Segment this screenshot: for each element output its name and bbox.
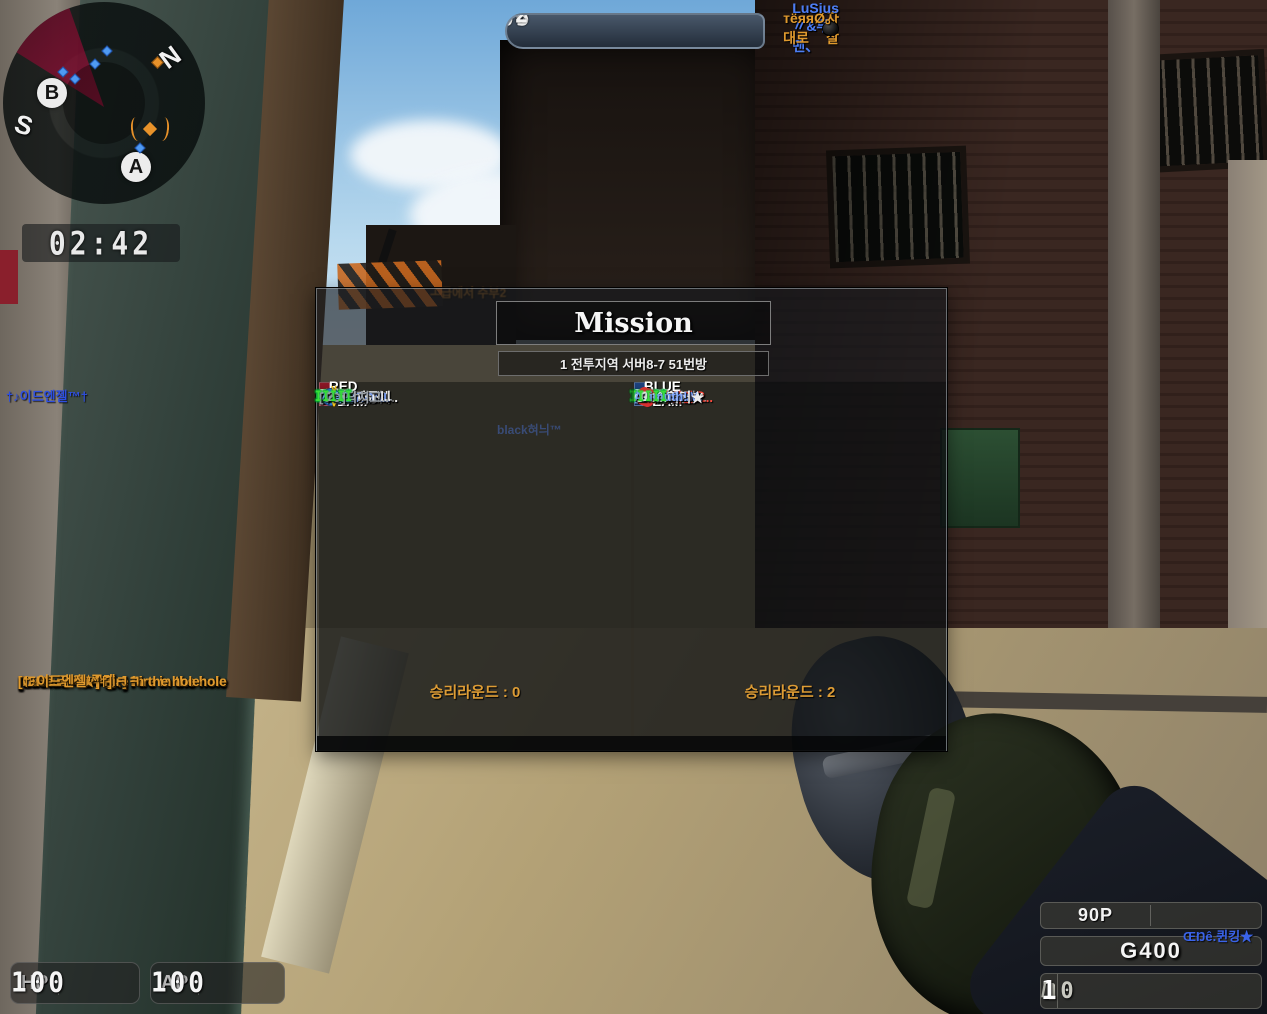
weapon-name-panel: G400: [1040, 936, 1262, 966]
player-name: [SD]닥치고..: [319, 390, 389, 405]
hp-value: 100: [11, 967, 67, 999]
room-info: 1 전투지역 서버8-7 51번방: [560, 357, 707, 372]
chat-message: [LuSius〃&루맨、] Fire in the hole: [18, 674, 227, 689]
ping-bars: IIIII: [314, 388, 354, 405]
background-red-sign: [0, 250, 18, 304]
chat-message: [LuSius〃&루맨、] Fire in the hole: [18, 674, 227, 689]
killer-name: LuSius〃&루맨、: [792, 0, 839, 54]
sound-dot: [142, 121, 158, 137]
world-nametag-faint: black혀늬™: [497, 423, 562, 437]
clan-name: 가필드: [319, 391, 354, 405]
ping-bars: IIIII: [629, 388, 669, 405]
minimap: N S B A: [3, 2, 205, 204]
ammo-reserve: 0: [1060, 978, 1074, 1004]
background-pillar: [1108, 0, 1160, 730]
player-name: ŒŊê.러커★: [634, 390, 705, 405]
ammo-current: 1: [1041, 976, 1057, 1006]
chat-message: [LuSius〃&루맨、] Fire in the hole: [18, 674, 227, 689]
chat-message: [ŒŊê.러커★] Fire in the hole: [18, 674, 200, 689]
ammo-panel: 1 / 0: [1040, 973, 1262, 1009]
scoreboard-divider: [631, 382, 634, 736]
weapon-name: G400: [1120, 938, 1182, 963]
ap-value: 100: [151, 967, 207, 999]
ping-bars: IIIII: [314, 388, 354, 405]
ammo-separator: /: [1041, 979, 1047, 1002]
world-nametag-left: †♪이드엔젤™†: [6, 389, 88, 404]
hp-indicator: HP 100: [10, 962, 140, 1004]
score-left-value: 000: [507, 13, 531, 30]
bombsite-a-marker: A: [121, 152, 151, 182]
deaths-value: 2: [327, 389, 335, 404]
grenade-kill-icon: [822, 20, 839, 36]
bombsite-b-marker: B: [37, 78, 67, 108]
points-panel: 90P: [1040, 902, 1262, 929]
background-dumpster: [940, 428, 1020, 528]
game-mode-title: Mission: [574, 307, 693, 339]
scoreboard-bottom-bar: [317, 736, 946, 751]
sound-wave-left: [129, 116, 145, 142]
scoreboard-panel: Mission 1 전투지역 서버8-7 51번방 RED TEAM 마크 계급…: [314, 288, 947, 751]
rank-icon: ∨ ∨ ∨: [330, 384, 338, 409]
round-timer: 02:42: [22, 224, 180, 262]
world-nametag-right: ŒŊê.퀸킹★: [1183, 929, 1254, 944]
chat-message: [†♪이드엔젤™†] ㅋㅋ: [18, 674, 141, 689]
deaths-value: 2: [327, 389, 335, 404]
red-win-rounds: 승리라운드 : 0: [429, 684, 521, 701]
chat-message: [LuSius〃&루맨、] Fire in the hole: [18, 674, 227, 689]
kills-value: 0: [640, 389, 648, 404]
kill-feed-victim: тёяяØ。대로: [783, 10, 839, 46]
teammate-blip: [101, 45, 113, 57]
sound-wave-right: [155, 116, 171, 142]
chat-message: [LuSius〃&루맨、] Fire in the hole: [18, 674, 227, 689]
chat-message: [LuSius〃&루맨、] Fire in the hole: [18, 674, 227, 689]
blue-win-rounds: 승리라운드 : 2: [744, 684, 836, 701]
compass-south-label: S: [10, 108, 37, 142]
score-mid-cell: 005: [507, 15, 530, 32]
score-counter: 000 005 002: [505, 13, 765, 49]
red-team-table: RED TEAM 마크 계급 닉네임 클랜명 킬 데스 핑 ∨ ∨ 刎頸之交` …: [314, 379, 631, 736]
round-timer-value: 02:42: [48, 224, 154, 262]
points-value: 90P: [1041, 905, 1151, 926]
sound-source-icon: [129, 116, 171, 142]
hp-label: HP: [11, 971, 59, 995]
player-name: GAⅡThisPl..: [319, 388, 392, 404]
blue-team-table: BLUE TEAM 마크 계급 닉네임 클랜명 킬 데스 핑 ∨ LuSius〃…: [629, 379, 946, 736]
score-mid-value: 005: [507, 13, 532, 33]
chat-message: [LuSius〃&루맨、] Fire in the hole: [18, 674, 227, 689]
score-right-value: 002: [507, 13, 531, 30]
killer-name: LuSius〃&루맨、: [792, 0, 839, 54]
deaths-value: 1: [642, 389, 650, 404]
room-info-box: 1 전투지역 서버8-7 51번방: [498, 351, 769, 376]
kills-value: 0: [325, 389, 333, 404]
ammo-bullets-icon: [1041, 974, 1058, 1008]
kills-value: 0: [325, 389, 333, 404]
ap-label: AP: [151, 971, 199, 995]
chat-message: [LuSius〃&루맨、] Fire in the hole: [18, 674, 227, 689]
clan-name: Azimuth!: [634, 389, 688, 404]
ap-indicator: AP 100: [150, 962, 285, 1004]
clan-emblem-icon: [322, 387, 340, 406]
rank-icon: ∨: [330, 391, 338, 402]
rank-icon: ● ●: [641, 391, 657, 402]
game-mode-title-box: Mission: [496, 301, 771, 345]
